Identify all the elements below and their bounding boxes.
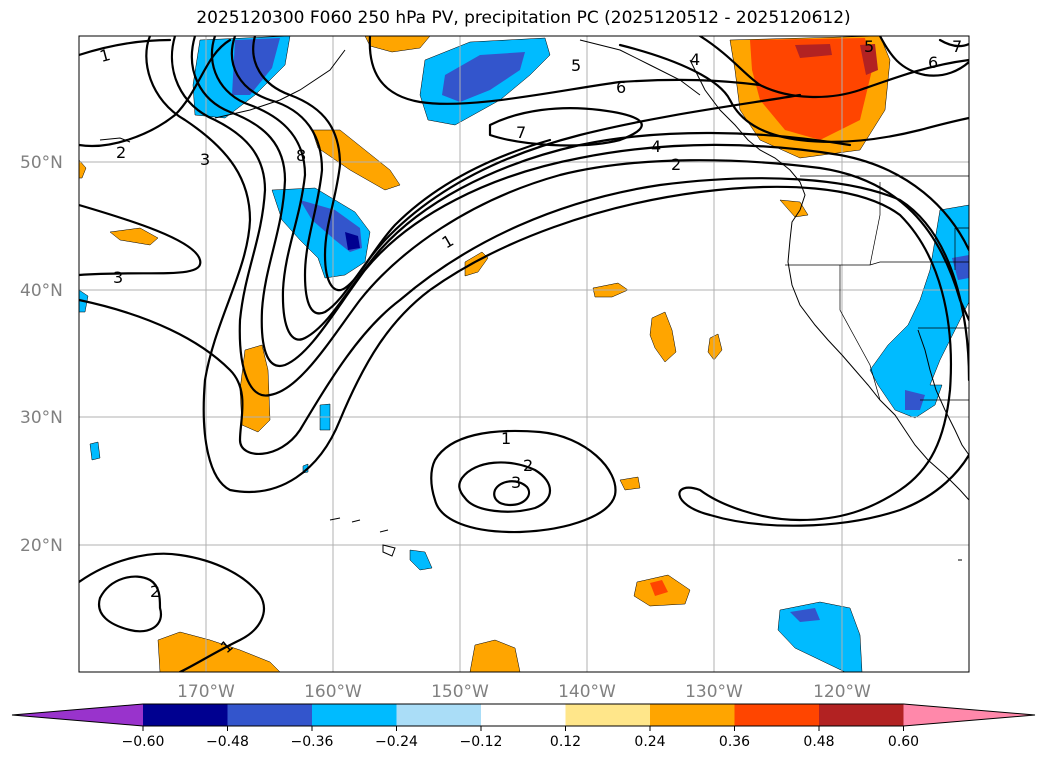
- lat-label: 20°N: [20, 536, 63, 556]
- precip-positive-region: [650, 580, 668, 596]
- colorbar-tick-label: 0.24: [634, 734, 665, 750]
- colorbar-tick-label: −0.60: [122, 734, 165, 750]
- colorbar-segment: [143, 704, 228, 726]
- colorbar-tick-label: 0.36: [719, 734, 750, 750]
- precip-positive-region: [619, 476, 641, 491]
- colorbar-tick-label: −0.24: [375, 734, 418, 750]
- lat-label: 40°N: [20, 281, 63, 301]
- colorbar-segment: [312, 704, 397, 726]
- contour-label: 3: [113, 268, 123, 287]
- colorbar-segment: [819, 704, 904, 726]
- colorbar-tick-label: −0.36: [291, 734, 334, 750]
- contour-label: 5: [864, 37, 874, 56]
- contour-label: 2: [116, 143, 126, 162]
- contour-label: 3: [511, 473, 521, 492]
- precip-positive-region: [795, 44, 832, 58]
- colorbar-segment: [565, 704, 651, 726]
- precip-positive-region: [707, 333, 723, 361]
- lon-label: 170°W: [177, 682, 235, 702]
- map-title: 2025120300 F060 250 hPa PV, precipitatio…: [196, 8, 851, 28]
- lon-label: 120°W: [813, 682, 871, 702]
- contour-label: 2: [523, 456, 533, 475]
- contour-label: 3: [200, 150, 210, 169]
- contour-label: 7: [952, 37, 962, 56]
- colorbar-segment: [396, 704, 482, 726]
- contour-label: 2: [671, 155, 681, 174]
- precip-positive-region: [239, 344, 271, 433]
- precip-negative-region: [345, 232, 360, 250]
- lat-label: 50°N: [20, 153, 63, 173]
- lat-label: 30°N: [20, 408, 63, 428]
- political-borders: [785, 175, 969, 401]
- colorbar-tick-label: 0.48: [803, 734, 834, 750]
- colorbar: −0.60 −0.48 −0.36 −0.24 −0.12 0.12 0.24 0.36 0.4…: [11, 703, 1036, 750]
- contour-label: 6: [616, 78, 626, 97]
- latitude-labels: 50°N 40°N 30°N 20°N: [20, 153, 63, 556]
- contour-label: 1: [98, 45, 113, 66]
- precip-positive-region: [469, 639, 521, 672]
- contour-label: 1: [501, 429, 511, 448]
- precip-positive-region: [311, 129, 401, 191]
- lon-label: 150°W: [431, 682, 489, 702]
- colorbar-tick-label: 0.60: [888, 734, 919, 750]
- longitude-labels: 170°W 160°W 150°W 140°W 130°W 120°W: [177, 682, 871, 702]
- colorbar-tick-label: −0.48: [206, 734, 249, 750]
- contour-label: 7: [516, 123, 526, 142]
- precip-negative-region: [952, 255, 969, 280]
- precip-negative-region: [790, 608, 820, 622]
- contour-label: 8: [296, 146, 306, 165]
- colorbar-extend-max: [903, 704, 1035, 726]
- contour-label: 6: [928, 53, 938, 72]
- precip-positive-region: [109, 227, 159, 246]
- colorbar-segment: [650, 704, 735, 726]
- lon-label: 140°W: [558, 682, 616, 702]
- colorbar-extend-min: [12, 704, 143, 726]
- precip-positive-region: [779, 199, 809, 218]
- lon-label: 130°W: [685, 682, 743, 702]
- colorbar-segment: [481, 704, 566, 726]
- lon-label: 160°W: [304, 682, 362, 702]
- precip-negative-region: [409, 549, 433, 571]
- precip-negative-region: [905, 390, 925, 410]
- map-frame: [78, 35, 970, 673]
- graticule: [79, 36, 969, 672]
- precip-negative-region: [442, 52, 525, 102]
- colorbar-segment: [227, 704, 313, 726]
- contour-label: 4: [651, 137, 661, 156]
- precip-negative-region: [89, 441, 101, 461]
- contour-label: 5: [571, 56, 581, 75]
- pv-contours: [79, 36, 969, 672]
- precip-positive-region: [860, 44, 878, 75]
- colorbar-tick-label: 0.12: [550, 734, 581, 750]
- colorbar-tick-label: −0.12: [460, 734, 503, 750]
- precip-positive-region: [79, 159, 87, 179]
- contour-label: 4: [690, 50, 700, 69]
- precip-positive-region: [649, 311, 677, 363]
- colorbar-segment: [734, 704, 820, 726]
- contour-label: 2: [150, 582, 160, 601]
